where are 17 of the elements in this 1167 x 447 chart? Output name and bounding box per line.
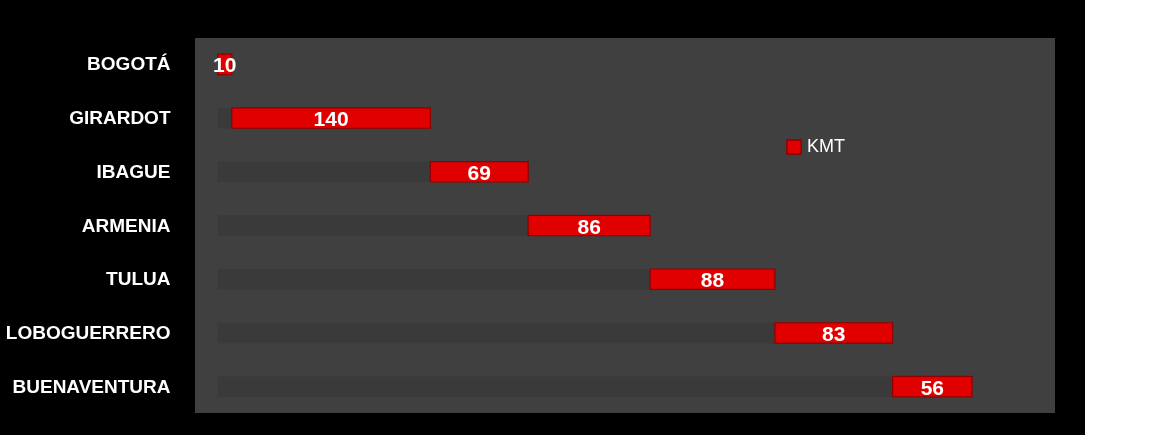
y-tick-label: GIRARDOT	[69, 107, 171, 129]
data-label: 69	[467, 160, 491, 184]
data-label: 86	[577, 214, 601, 238]
legend-label: KMT	[807, 136, 845, 156]
data-label: 88	[700, 268, 725, 292]
y-tick-label: IBAGUE	[96, 160, 171, 182]
y-tick-label: LOBOGUERRERO	[5, 321, 171, 343]
y-tick-label: BUENAVENTURA	[12, 375, 171, 397]
bar	[774, 322, 894, 344]
data-label: 140	[313, 107, 349, 131]
y-tick-label: TULUA	[106, 268, 171, 290]
data-label: 56	[920, 375, 944, 399]
y-tick-label: BOGOTÁ	[87, 53, 171, 75]
data-label: 83	[822, 321, 846, 345]
bar	[649, 268, 776, 291]
bar	[892, 375, 973, 398]
y-tick-label: ARMENIA	[81, 214, 171, 236]
